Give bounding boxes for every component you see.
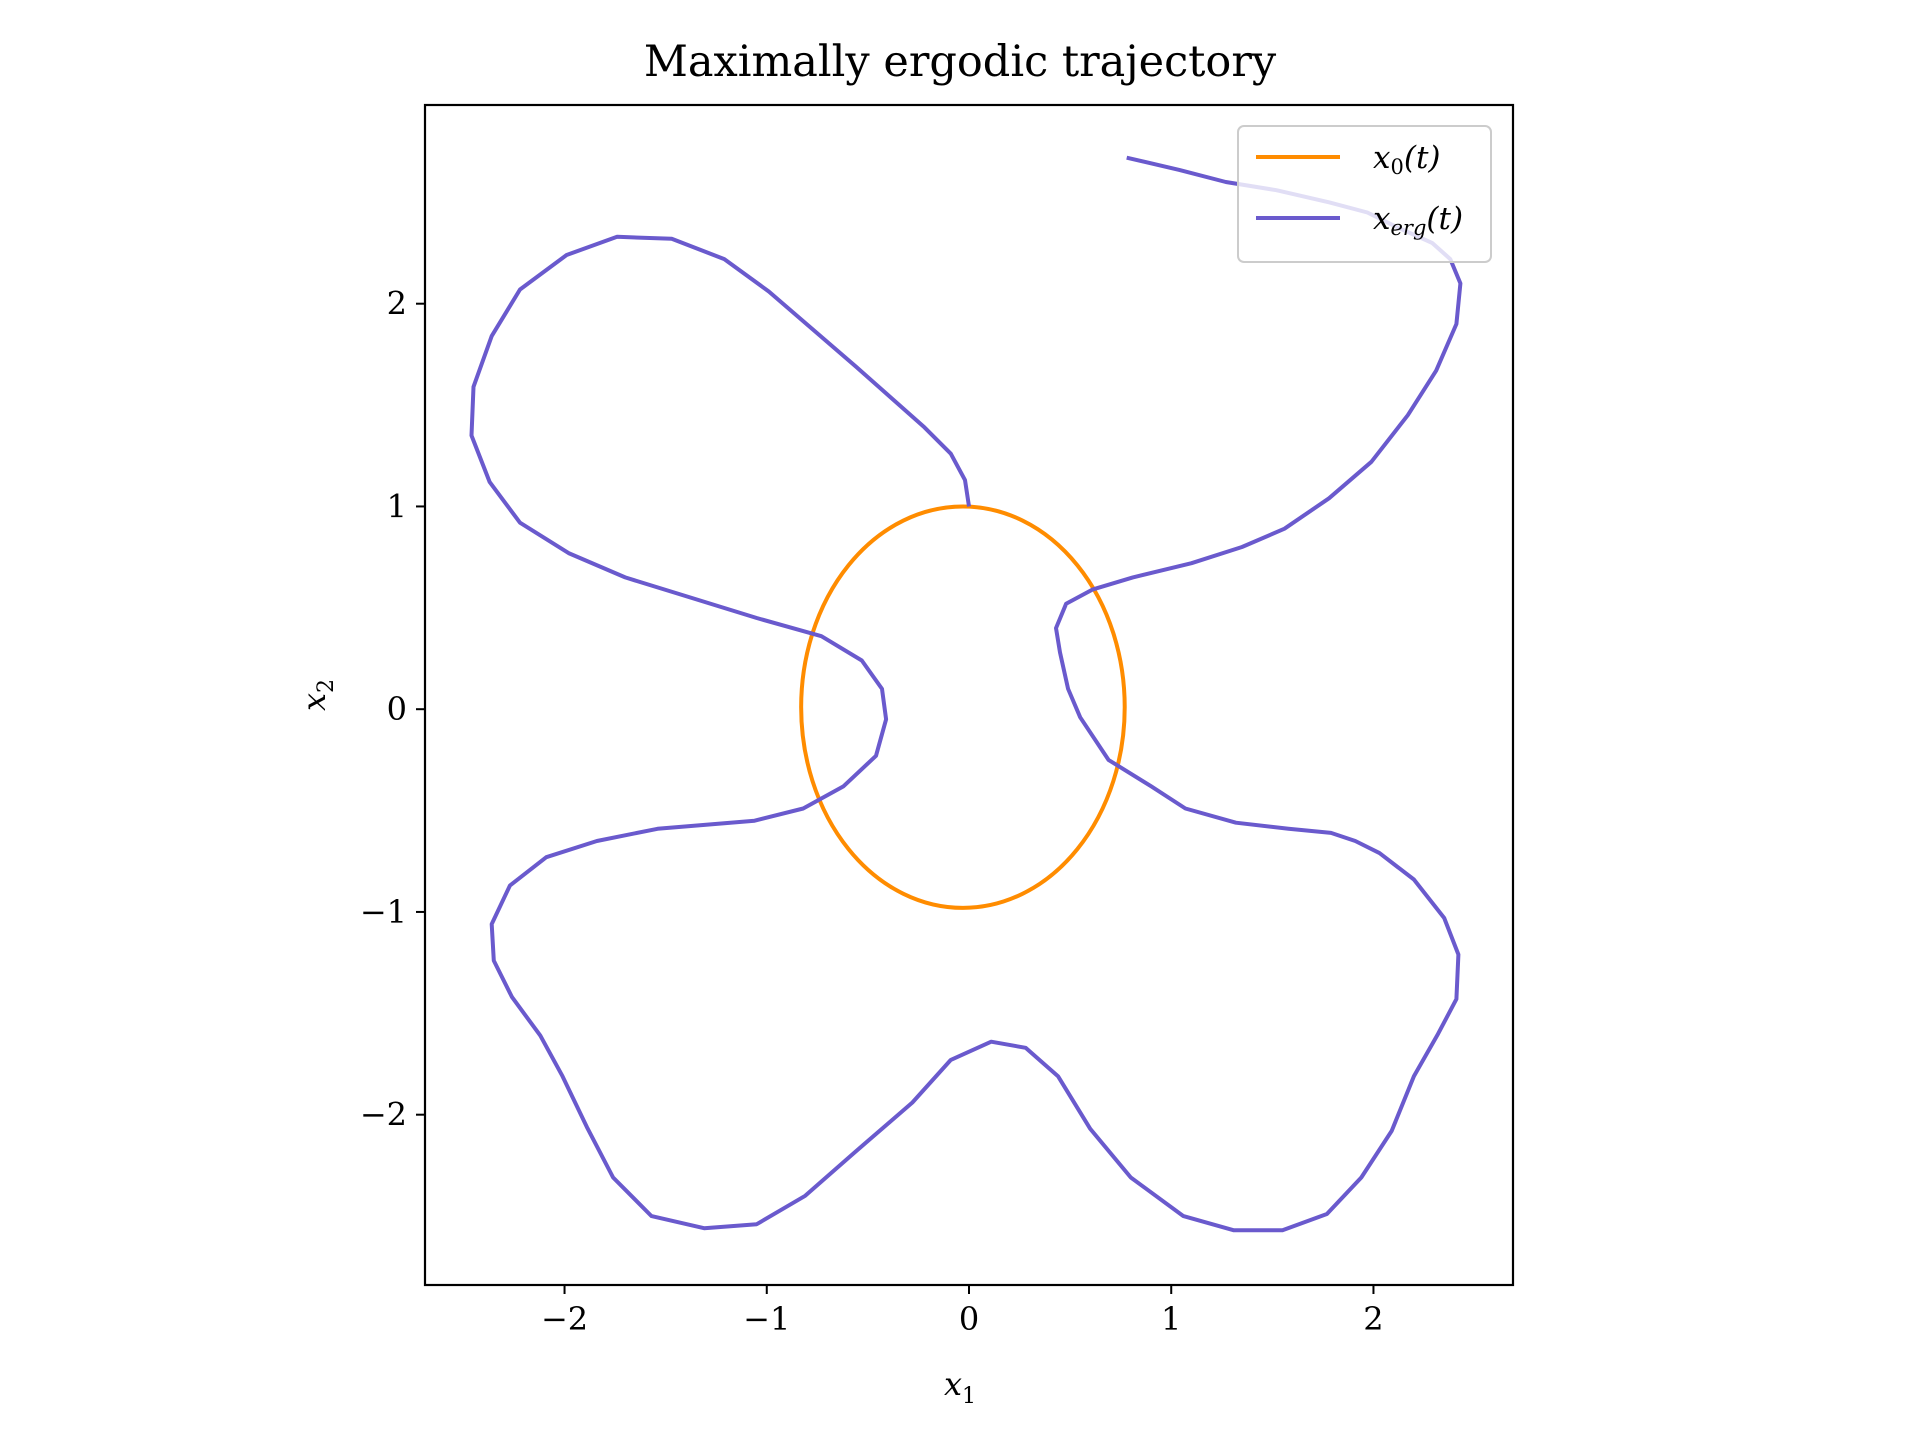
legend-label-xerg-sub: erg	[1390, 216, 1426, 240]
legend-label-xerg-suffix: (t)	[1426, 201, 1463, 237]
axes-frame	[423, 103, 1515, 1287]
x-axis-label-base: x	[944, 1365, 962, 1403]
legend-label-x0-base: x	[1373, 140, 1391, 176]
x-tick-label: −1	[743, 1300, 790, 1338]
legend-label-x0: x0(t)	[1373, 140, 1441, 179]
legend: x0(t) xerg(t)	[1237, 125, 1492, 263]
y-tick-label: 2	[387, 285, 407, 323]
legend-label-xerg: xerg(t)	[1373, 201, 1463, 240]
series-xerg-line	[469, 155, 1463, 1233]
y-tick-label: −2	[360, 1096, 407, 1134]
y-tick-label: 0	[387, 690, 407, 728]
legend-label-x0-sub: 0	[1390, 155, 1403, 179]
x-axis-ticks: −2 −1 0 1 2	[541, 1285, 1384, 1338]
data-layer	[469, 155, 1463, 1233]
x-axis-label-sub: 1	[962, 1384, 976, 1409]
x-tick-label: 1	[1161, 1300, 1181, 1338]
legend-label-xerg-base: x	[1373, 201, 1391, 237]
plot-area: −2 −1 0 1 2 −2 −1 0 1 2	[360, 103, 1515, 1338]
y-axis-label-sub: 2	[314, 679, 339, 693]
y-tick-label: 1	[387, 487, 407, 525]
x-tick-label: 0	[959, 1300, 979, 1338]
x-tick-label: −2	[541, 1300, 588, 1338]
y-axis-label-base: x	[295, 693, 333, 711]
y-axis-ticks: −2 −1 0 1 2	[360, 285, 425, 1134]
y-axis-label: x2	[295, 679, 339, 711]
legend-box	[1237, 125, 1492, 263]
x-tick-label: 2	[1363, 1300, 1383, 1338]
series-x0-ellipse	[799, 504, 1127, 910]
legend-label-x0-suffix: (t)	[1404, 140, 1441, 176]
y-tick-label: −1	[360, 893, 407, 931]
chart-title: Maximally ergodic trajectory	[644, 37, 1277, 87]
x-axis-label: x1	[944, 1365, 976, 1409]
